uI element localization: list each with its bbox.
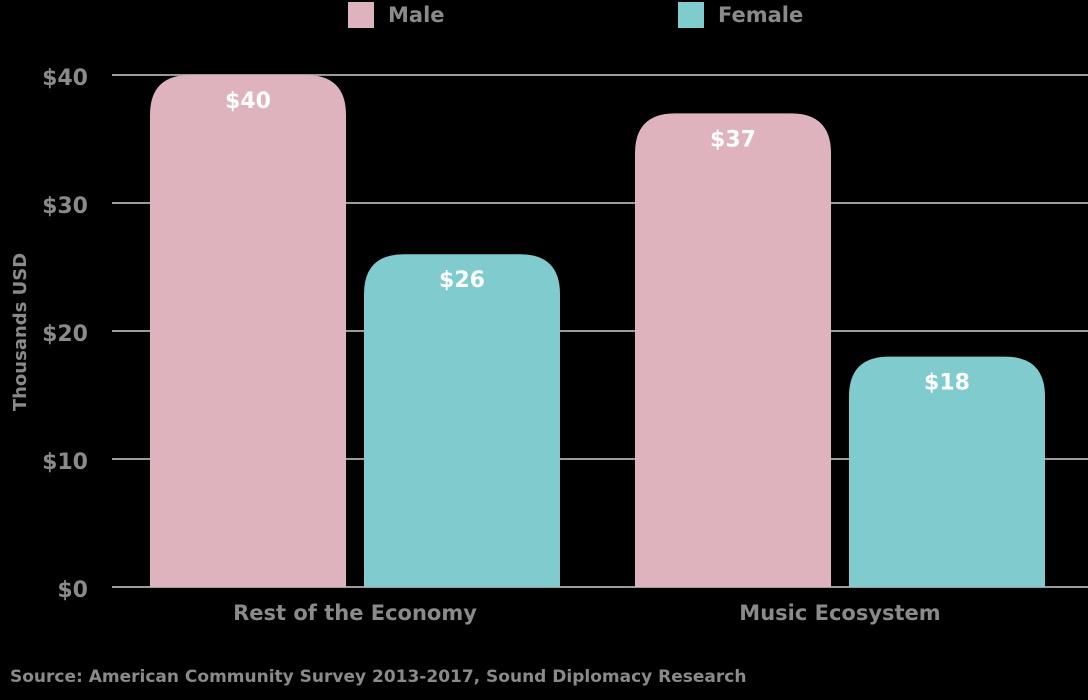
source-note: Source: American Community Survey 2013-2… [10, 667, 747, 687]
y-tick-label: $40 [42, 66, 88, 91]
y-tick-label: $20 [42, 322, 88, 347]
y-tick-label: $30 [42, 194, 88, 219]
bar-female-1 [364, 254, 560, 587]
y-axis-label: Thousands USD [10, 253, 31, 411]
x-category-label: Music Ecosystem [739, 601, 940, 625]
legend-label-female: Female [718, 3, 804, 27]
x-category-label: Rest of the Economy [233, 601, 477, 625]
legend-swatch-male [348, 2, 374, 28]
bar-male-2 [635, 113, 831, 588]
legend-swatch-female [678, 2, 704, 28]
y-tick-label: $10 [42, 450, 88, 475]
bars: $40 $26 $37 $18 [150, 75, 1045, 588]
y-axis-ticks: $0 $10 $20 $30 $40 [42, 66, 88, 603]
bar-value-label: $37 [710, 127, 756, 152]
bar-value-label: $18 [924, 371, 970, 396]
bar-value-label: $40 [225, 89, 271, 114]
bar-female-2 [849, 356, 1045, 587]
legend-label-male: Male [388, 3, 445, 27]
legend-item-female: Female [678, 2, 803, 28]
legend: Male Female [0, 2, 1088, 32]
y-tick-label: $0 [57, 578, 88, 603]
bar-male-1 [150, 75, 346, 587]
legend-item-male: Male [348, 2, 445, 28]
bar-value-label: $26 [439, 268, 485, 293]
x-axis-categories: Rest of the Economy Music Ecosystem [233, 601, 941, 625]
